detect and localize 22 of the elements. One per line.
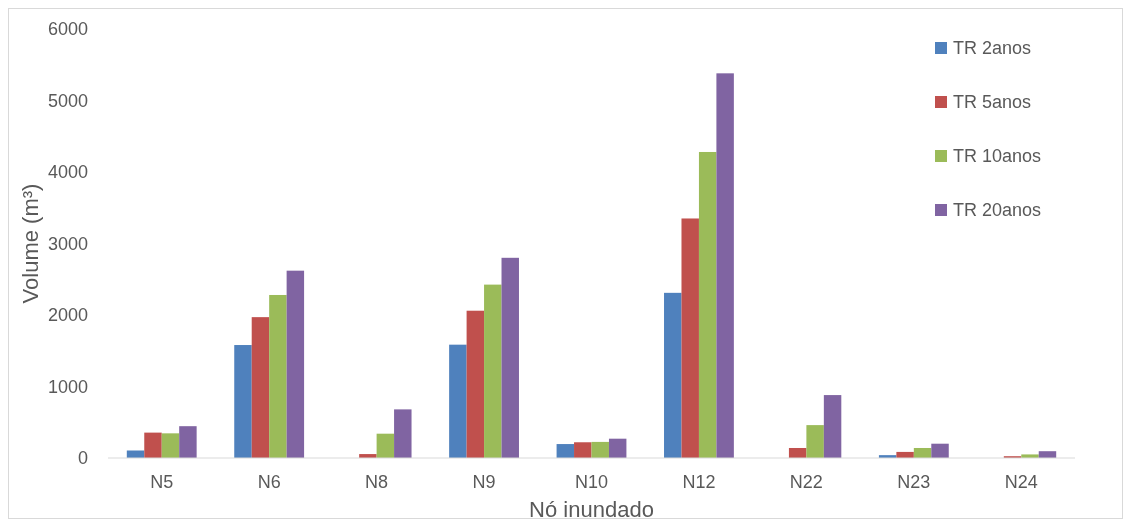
y-axis-title: Volume (m³) bbox=[18, 183, 43, 304]
x-tick-label: N22 bbox=[789, 472, 823, 492]
y-tick-label: 4000 bbox=[47, 162, 88, 183]
x-tick-label: N9 bbox=[472, 472, 496, 492]
legend-label: TR 20anos bbox=[953, 200, 1042, 221]
x-tick-label: N8 bbox=[365, 472, 389, 492]
x-tick-label: N12 bbox=[682, 472, 716, 492]
y-tick-label: 0 bbox=[77, 448, 88, 469]
y-tick-label: 3000 bbox=[47, 233, 88, 254]
x-tick-label: N6 bbox=[257, 472, 281, 492]
legend-label: TR 5anos bbox=[953, 92, 1032, 113]
legend-label: TR 2anos bbox=[953, 38, 1032, 59]
x-tick-label: N10 bbox=[574, 472, 609, 492]
x-tick-label: N24 bbox=[1004, 472, 1038, 492]
y-tick-label: 2000 bbox=[47, 305, 88, 326]
x-axis-title: Nó inundado bbox=[529, 497, 654, 522]
y-tick-label: 6000 bbox=[47, 19, 88, 40]
x-tick-label: N5 bbox=[150, 472, 174, 492]
y-tick-label: 5000 bbox=[47, 90, 88, 111]
legend-label: TR 10anos bbox=[953, 146, 1042, 167]
x-tick-label: N23 bbox=[897, 472, 931, 492]
y-tick-label: 1000 bbox=[47, 376, 88, 397]
